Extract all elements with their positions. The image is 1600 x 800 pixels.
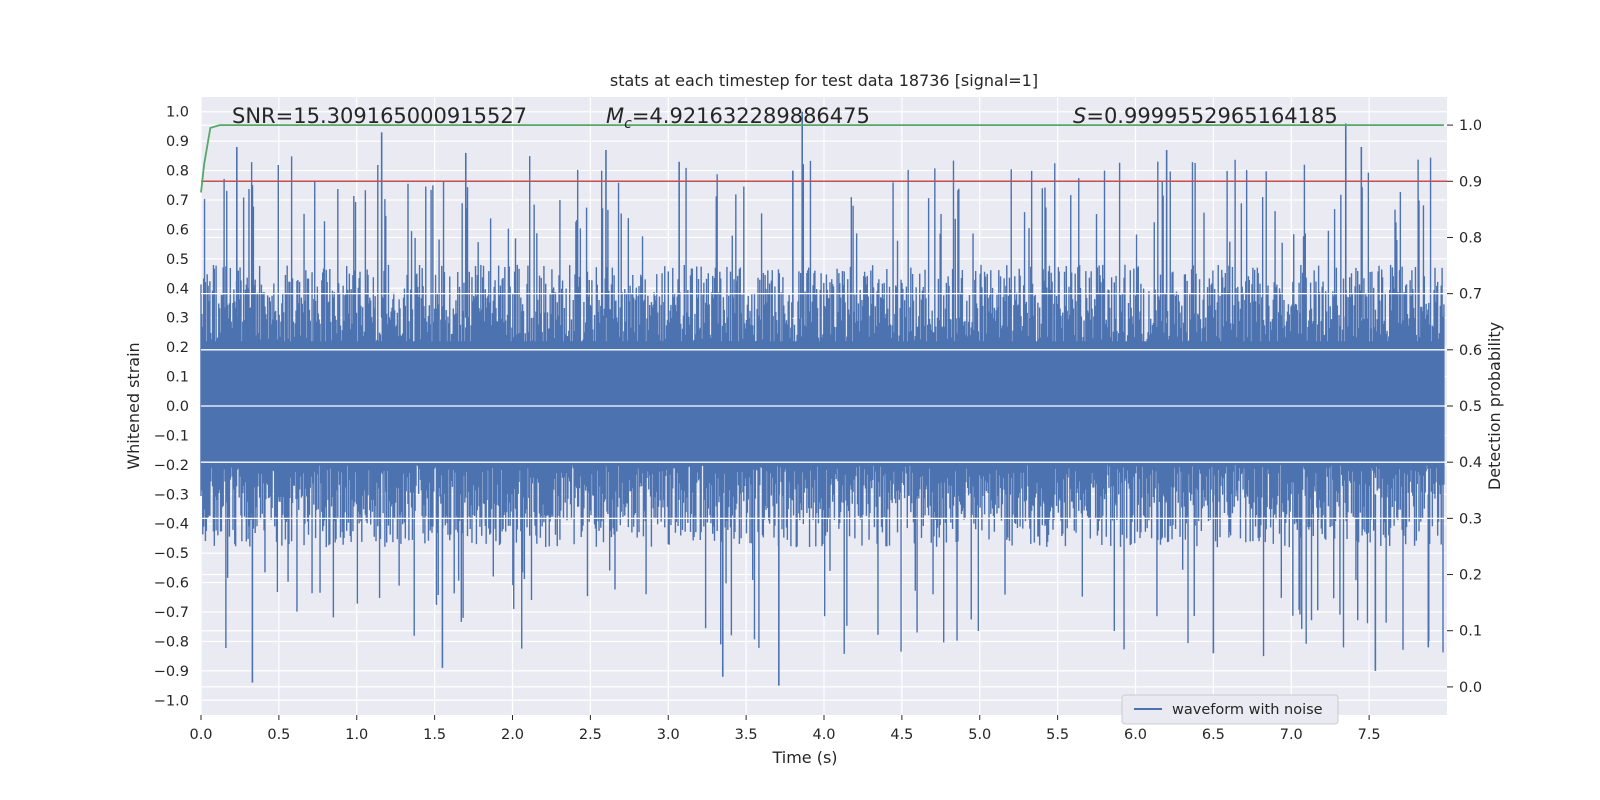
- x-tick-label: 3.5: [735, 727, 758, 743]
- x-tick-label: 0.5: [267, 727, 290, 743]
- right-y-tick-label: 0.4: [1459, 455, 1482, 471]
- left-y-tick-label: 0.8: [166, 164, 189, 180]
- left-y-tick-label: 0.1: [166, 370, 189, 386]
- left-y-tick-label: 0.7: [166, 193, 189, 209]
- x-tick-label: 6.0: [1124, 727, 1147, 743]
- left-y-tick-label: −0.9: [154, 664, 189, 680]
- left-y-tick-label: −0.4: [154, 517, 189, 533]
- x-tick-label: 4.0: [812, 727, 835, 743]
- chirp-mass-stat: Mc=4.921632289886475: [606, 104, 870, 132]
- left-y-axis-label: Whitened strain: [124, 342, 143, 469]
- right-y-tick-label: 0.8: [1459, 230, 1482, 246]
- left-y-tick-label: 0.5: [166, 252, 189, 268]
- x-tick-label: 7.5: [1358, 727, 1381, 743]
- left-y-tick-label: −0.7: [154, 605, 189, 621]
- legend-box: [1121, 694, 1339, 725]
- right-y-tick-label: 0.3: [1459, 511, 1482, 527]
- left-y-tick-label: 0.6: [166, 222, 189, 238]
- right-y-tick-label: 0.2: [1459, 568, 1482, 584]
- left-y-tick-label: −0.3: [154, 487, 189, 503]
- x-tick-label: 6.5: [1202, 727, 1225, 743]
- left-y-tick-label: 0.9: [166, 134, 189, 150]
- waveform-series: [200, 111, 1447, 686]
- chirp-mass-value: =4.921632289886475: [632, 104, 870, 128]
- x-tick-label: 5.5: [1046, 727, 1069, 743]
- right-y-tick-label: 0.0: [1459, 680, 1482, 696]
- snr-stat: SNR=15.309165000915527: [232, 104, 527, 128]
- left-y-axis-ticks: 1.0 0.9 0.8 0.7 0.6 0.5 0.4 0.3 0.2 0.1 0.0 −0.1 −0.…: [154, 105, 189, 710]
- chirp-mass-subscript: c: [624, 116, 632, 132]
- x-tick-label: 1.0: [345, 727, 368, 743]
- detection-probability-series: [200, 124, 1444, 193]
- s-symbol: S: [1073, 104, 1086, 128]
- left-y-tick-label: −0.2: [154, 458, 189, 474]
- x-tick-label: 5.0: [968, 727, 991, 743]
- left-y-tick-label: −0.8: [154, 634, 189, 650]
- right-y-tick-label: 0.6: [1459, 343, 1482, 359]
- left-y-tick-label: −0.6: [154, 576, 189, 592]
- left-y-tick-label: 0.3: [166, 311, 189, 327]
- legend: waveform with noise: [1121, 694, 1339, 725]
- x-tick-label: 7.0: [1280, 727, 1303, 743]
- left-y-tick-label: 0.0: [166, 399, 189, 415]
- x-tick-label: 0.0: [189, 727, 212, 743]
- s-stat: S=0.9999552965164185: [1073, 104, 1338, 128]
- left-y-tick-label: −0.5: [154, 546, 189, 562]
- s-value: =0.9999552965164185: [1086, 104, 1337, 128]
- left-y-tick-label: 0.4: [166, 281, 189, 297]
- waveform-dense-band: [201, 341, 1444, 465]
- x-tick-label: 1.5: [423, 727, 446, 743]
- left-y-tick-label: 0.2: [166, 340, 189, 356]
- right-y-tick-label: 0.9: [1459, 174, 1482, 190]
- chirp-mass-symbol: M: [606, 104, 624, 128]
- left-y-tick-label: −1.0: [154, 693, 189, 709]
- right-y-tick-label: 0.1: [1459, 624, 1482, 640]
- x-tick-label: 2.0: [501, 727, 524, 743]
- right-y-axis-ticks: 1.0 0.9 0.8 0.7 0.6 0.5 0.4 0.3 0.2 0.1 0.0: [1447, 118, 1482, 696]
- x-tick-label: 4.5: [890, 727, 913, 743]
- right-y-tick-label: 1.0: [1459, 118, 1482, 134]
- legend-label-waveform: waveform with noise: [1172, 702, 1323, 718]
- probability-line: [200, 124, 1444, 193]
- right-y-tick-label: 0.5: [1459, 399, 1482, 415]
- chart-title: stats at each timestep for test data 187…: [610, 71, 1038, 90]
- x-axis-label: Time (s): [771, 748, 837, 767]
- x-tick-label: 3.0: [657, 727, 680, 743]
- x-tick-label: 2.5: [579, 727, 602, 743]
- right-y-tick-label: 0.7: [1459, 287, 1482, 303]
- right-y-axis-label: Detection probability: [1485, 322, 1504, 490]
- left-y-tick-label: −0.1: [154, 428, 189, 444]
- left-y-tick-label: 1.0: [166, 105, 189, 121]
